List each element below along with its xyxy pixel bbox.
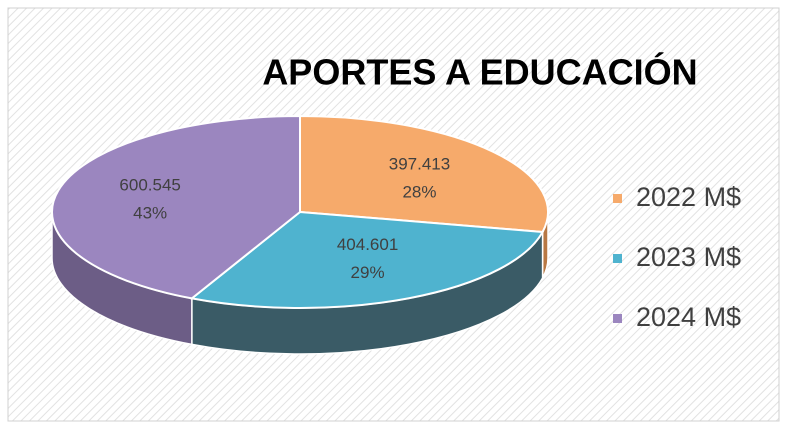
legend-label: 2023 M$	[636, 242, 741, 272]
slice	[189, 210, 545, 309]
percent-label: 28%	[402, 182, 436, 201]
legend-label: 2022 M$	[636, 182, 741, 212]
value-label: 397.413	[389, 154, 450, 173]
percent-label: 29%	[351, 263, 385, 282]
percent-label: 43%	[133, 204, 167, 223]
legend-swatch	[613, 314, 622, 323]
value-label: 404.601	[337, 235, 398, 254]
slice	[51, 114, 301, 300]
legend-label: 2024 M$	[636, 302, 741, 332]
value-label: 600.545	[119, 176, 180, 195]
legend-swatch	[613, 194, 622, 203]
legend-swatch	[613, 254, 622, 263]
slice	[299, 114, 549, 234]
chart-title: APORTES A EDUCACIÓN	[262, 51, 697, 93]
